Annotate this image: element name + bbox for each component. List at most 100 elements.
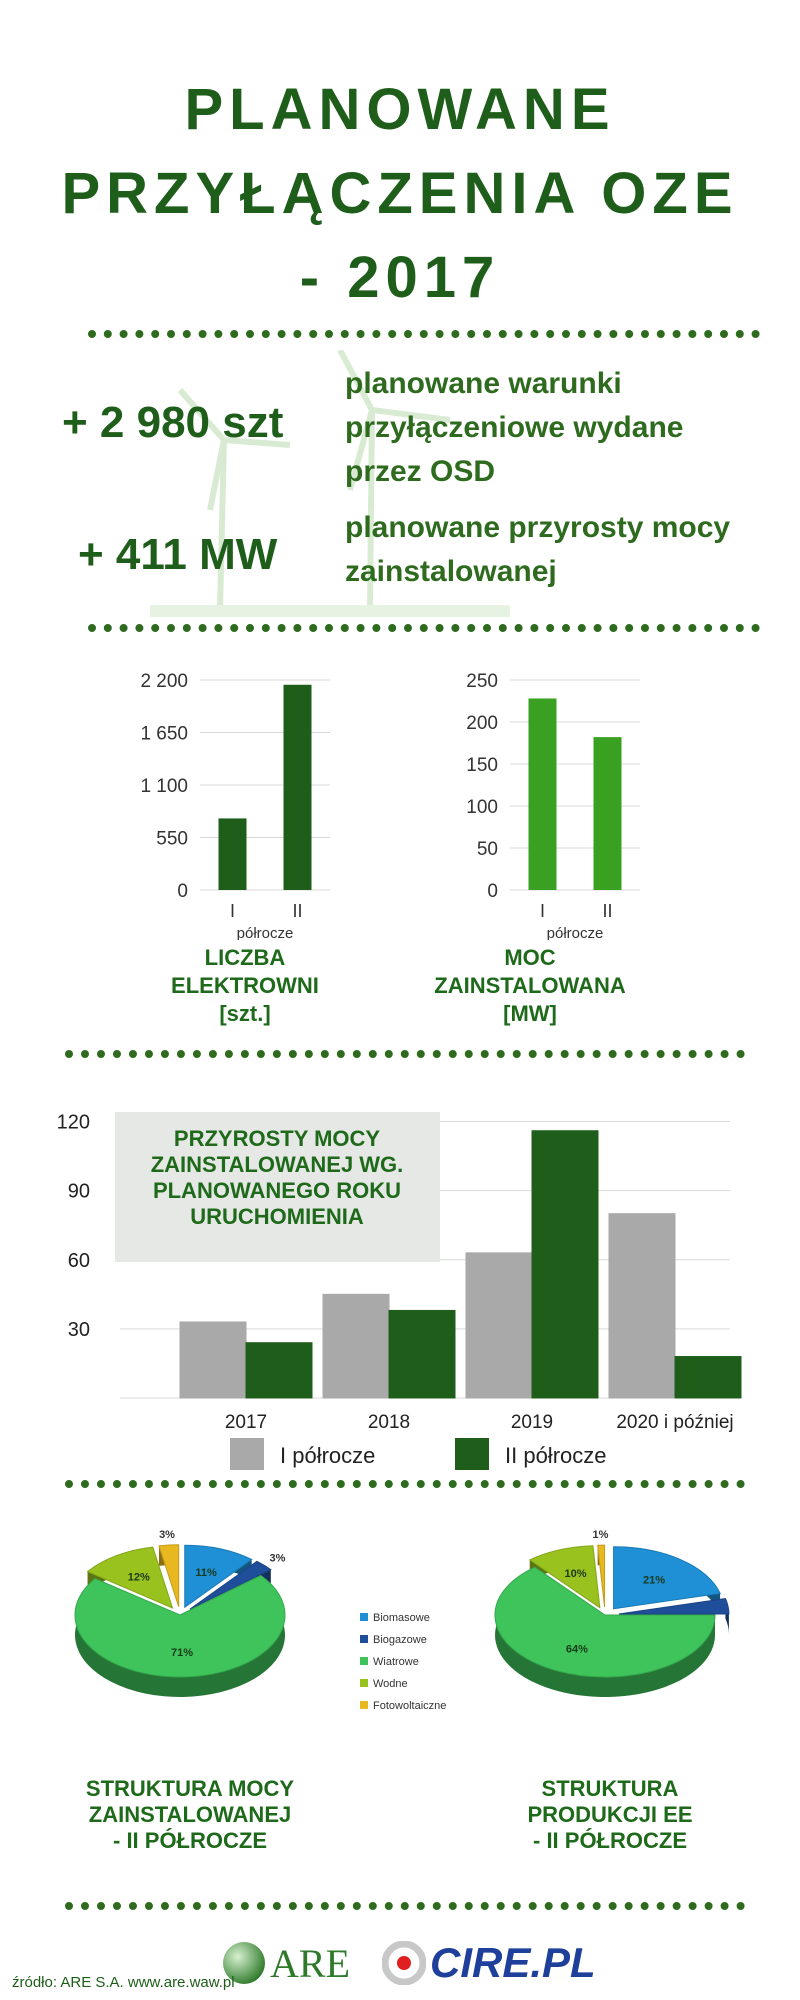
legend-swatch: [360, 1701, 368, 1709]
legend-swatch: [360, 1657, 368, 1665]
dotted-divider: [65, 1050, 745, 1058]
caption-line: [szt.]: [219, 1001, 271, 1026]
y-tick-label: 250: [466, 671, 498, 692]
caption-line: ELEKTROWNI: [171, 973, 319, 998]
bar: [528, 698, 557, 890]
legend-swatch: [360, 1635, 368, 1643]
bar: [179, 1321, 247, 1399]
legend-swatch: [360, 1679, 368, 1687]
title-line-3: - 2017: [299, 245, 501, 310]
pie-legend: Biomasowe Biogazowe Wiatrowe Wodne Fotow…: [360, 1612, 480, 1722]
stat-label-line: planowane przyrosty mocy: [345, 511, 731, 544]
y-tick-label: 2 200: [140, 671, 188, 692]
legend-label: Biomasowe: [373, 1612, 430, 1624]
are-globe-icon: [223, 1942, 265, 1984]
pie-data-label: 21%: [643, 1574, 665, 1586]
chart-title-line: PLANOWANEGO ROKU: [153, 1178, 401, 1203]
bar: [674, 1356, 742, 1399]
chart-power-growth-by-year: 30 60 90 120 2017 2018 2019 2020 i później PRZYR…: [57, 1112, 742, 1470]
dotted-divider: [88, 330, 760, 338]
chart-title-line: PRZYROSTY MOCY: [174, 1126, 381, 1151]
legend-item: Wiatrowe: [360, 1656, 480, 1678]
are-logo: ARE: [222, 1938, 350, 1988]
pie-data-label: 71%: [171, 1647, 193, 1659]
bar: [322, 1293, 390, 1399]
cire-logo-text: CIRE.PL: [430, 1939, 596, 1986]
legend-swatch: [360, 1613, 368, 1621]
legend-label: Wodne: [373, 1678, 408, 1690]
pie-slice: [74, 1574, 286, 1678]
are-logo-text: ARE: [270, 1940, 350, 1986]
legend-label: I półrocze: [280, 1443, 375, 1468]
y-tick-label: 50: [477, 839, 498, 860]
legend-item: Biogazowe: [360, 1634, 480, 1656]
pie-caption-installed-power: STRUKTURA MOCY ZAINSTALOWANEJ - II PÓŁRO…: [60, 1776, 320, 1854]
x-tick-label: I: [230, 901, 235, 921]
pie-slice: [613, 1546, 721, 1610]
pie-energy-production-structure: 21%4%64%10%1%: [494, 1529, 740, 1697]
cire-logo: CIRE.PL: [382, 1938, 596, 1988]
x-tick-label: I: [540, 901, 545, 921]
pie-slice: [618, 1598, 730, 1615]
page-title: PLANOWANE PRZYŁĄCZENIA OZE - 2017: [0, 68, 800, 320]
y-tick-label: 0: [487, 881, 498, 902]
caption-line: ZAINSTALOWANEJ: [88, 1802, 292, 1827]
stat-label-line: przez OSD: [345, 455, 496, 488]
legend-swatch: [455, 1438, 489, 1470]
y-tick-label: 100: [466, 797, 498, 818]
pie-data-label: 12%: [128, 1572, 150, 1584]
x-tick-label: 2017: [225, 1412, 267, 1433]
legend-swatch: [230, 1438, 264, 1470]
pie-slice: [184, 1544, 253, 1609]
legend-label: Biogazowe: [373, 1634, 427, 1646]
stat-value-connections: + 2 980 szt: [62, 398, 284, 447]
y-tick-label: 150: [466, 755, 498, 776]
pie-installed-power-structure: 11% 3% 71% 12% 3%: [74, 1529, 286, 1697]
x-tick-label: II: [602, 901, 612, 921]
y-tick-label: 1 650: [140, 724, 188, 745]
x-axis-label: półrocze: [237, 925, 294, 940]
x-tick-label: II: [292, 901, 302, 921]
dotted-divider: [65, 1902, 745, 1910]
caption-line: STRUKTURA: [541, 1776, 679, 1801]
title-line-1: PLANOWANE: [184, 77, 616, 142]
y-tick-label: 90: [68, 1181, 90, 1203]
legend-label: Wiatrowe: [373, 1656, 419, 1668]
caption-line: MOC: [504, 945, 556, 970]
pie-slice: [528, 1545, 601, 1609]
chart-title-line: ZAINSTALOWANEJ WG.: [151, 1152, 404, 1177]
y-tick-label: 0: [177, 881, 188, 902]
pie-caption-energy-production: STRUKTURA PRODUKCJI EE - II PÓŁROCZE: [480, 1776, 740, 1854]
title-line-2: PRZYŁĄCZENIA OZE: [61, 161, 739, 226]
chart-caption-plant-count: LICZBA ELEKTROWNI [szt.]: [140, 944, 350, 1028]
chart-title-box: [115, 1112, 440, 1262]
pie-slice: [158, 1544, 180, 1607]
y-tick-label: 60: [68, 1250, 90, 1272]
chart-caption-installed-power: MOC ZAINSTALOWANA [MW]: [420, 944, 640, 1028]
bar: [283, 684, 312, 890]
bar: [465, 1252, 533, 1399]
legend-item: Wodne: [360, 1678, 480, 1700]
stat-label-line: przyłączeniowe wydane: [345, 411, 684, 444]
y-tick-label: 1 100: [140, 776, 188, 797]
pie-data-label: 1%: [593, 1529, 609, 1541]
pie-data-label: 3%: [270, 1552, 286, 1564]
stat-value-power: + 411 MW: [78, 530, 278, 579]
x-tick-label: 2019: [511, 1412, 553, 1433]
x-tick-label: 2020 i później: [616, 1412, 733, 1433]
legend-item: Biomasowe: [360, 1612, 480, 1634]
bar: [245, 1342, 313, 1399]
pie-data-label: 3%: [159, 1529, 175, 1541]
x-tick-label: 2018: [368, 1412, 410, 1433]
bar: [608, 1213, 676, 1399]
pie-slice: [597, 1544, 606, 1608]
bar: [531, 1130, 599, 1399]
caption-line: - II PÓŁROCZE: [113, 1828, 267, 1853]
bar: [388, 1309, 456, 1399]
pie-data-label: 10%: [565, 1568, 587, 1580]
pie-slice: [189, 1560, 272, 1610]
y-tick-label: 200: [466, 713, 498, 734]
legend-label: Fotowoltaiczne: [373, 1700, 447, 1712]
